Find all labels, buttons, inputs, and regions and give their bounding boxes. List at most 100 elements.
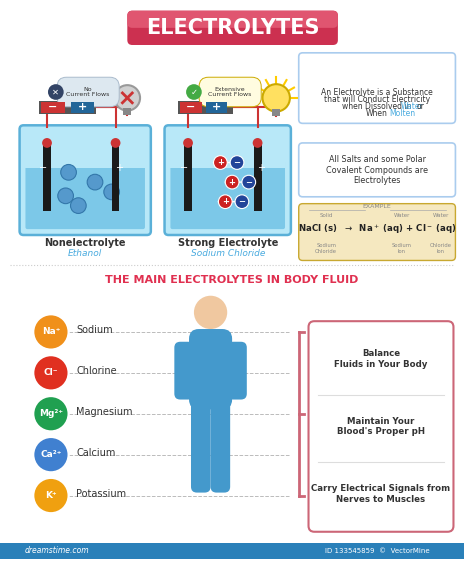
Text: Carry Electrical Signals from
Nerves to Muscles: Carry Electrical Signals from Nerves to … bbox=[311, 484, 451, 503]
Bar bbox=[180, 102, 202, 112]
FancyBboxPatch shape bbox=[171, 160, 285, 229]
FancyBboxPatch shape bbox=[19, 125, 151, 235]
Circle shape bbox=[186, 84, 202, 100]
Text: All Salts and some Polar
Covalent Compounds are
Electrolytes: All Salts and some Polar Covalent Compou… bbox=[326, 155, 428, 185]
Bar bbox=[178, 101, 233, 114]
Bar bbox=[272, 108, 280, 115]
Circle shape bbox=[87, 174, 103, 190]
Text: +: + bbox=[212, 102, 221, 112]
Circle shape bbox=[33, 437, 69, 472]
Text: No
Current Flows: No Current Flows bbox=[66, 86, 110, 97]
Bar bbox=[123, 108, 131, 115]
Circle shape bbox=[225, 175, 239, 189]
Text: Sodium: Sodium bbox=[76, 325, 113, 335]
Circle shape bbox=[104, 184, 119, 200]
Circle shape bbox=[71, 198, 86, 214]
Text: Solid: Solid bbox=[319, 213, 333, 218]
Text: +: + bbox=[217, 158, 224, 167]
Text: ELECTROLYTES: ELECTROLYTES bbox=[146, 18, 319, 38]
Text: +: + bbox=[116, 163, 124, 173]
Text: Maintain Your
Blood's Proper pH: Maintain Your Blood's Proper pH bbox=[337, 417, 425, 436]
Text: dreamstime.com: dreamstime.com bbox=[25, 546, 89, 555]
Text: −: − bbox=[245, 177, 252, 186]
Text: Calcium: Calcium bbox=[76, 447, 116, 458]
Text: THE MAIN ELECTROLYTES IN BODY FLUID: THE MAIN ELECTROLYTES IN BODY FLUID bbox=[105, 275, 359, 285]
Text: Extensive
Current Flows: Extensive Current Flows bbox=[209, 86, 252, 97]
Bar bbox=[39, 101, 96, 114]
Text: Nonelectrolyte: Nonelectrolyte bbox=[45, 238, 126, 248]
Text: Ca²⁺: Ca²⁺ bbox=[40, 450, 62, 459]
Text: ✕: ✕ bbox=[52, 88, 59, 97]
FancyBboxPatch shape bbox=[299, 53, 456, 123]
FancyBboxPatch shape bbox=[227, 342, 247, 399]
Bar bbox=[26, 158, 145, 168]
Text: K⁺: K⁺ bbox=[45, 491, 57, 500]
Text: −: − bbox=[186, 102, 196, 112]
Text: Chlorine: Chlorine bbox=[76, 366, 117, 376]
Circle shape bbox=[213, 156, 227, 170]
Circle shape bbox=[33, 314, 69, 350]
Circle shape bbox=[235, 195, 249, 208]
Text: Magnesium: Magnesium bbox=[76, 407, 133, 417]
Circle shape bbox=[33, 396, 69, 431]
Text: +: + bbox=[228, 177, 236, 186]
Circle shape bbox=[253, 138, 263, 148]
Text: when Dissolved in: when Dissolved in bbox=[342, 102, 412, 111]
Text: +: + bbox=[222, 197, 229, 206]
FancyBboxPatch shape bbox=[191, 401, 210, 493]
FancyBboxPatch shape bbox=[309, 321, 454, 532]
Text: Chloride
Ion: Chloride Ion bbox=[430, 244, 452, 254]
Text: +: + bbox=[257, 163, 265, 173]
Text: Molten: Molten bbox=[389, 108, 415, 118]
Bar bbox=[184, 143, 192, 211]
Bar bbox=[206, 102, 227, 112]
FancyBboxPatch shape bbox=[299, 203, 456, 260]
Circle shape bbox=[33, 355, 69, 390]
Text: Water: Water bbox=[393, 213, 410, 218]
Bar bbox=[41, 102, 64, 112]
Circle shape bbox=[58, 188, 73, 203]
Circle shape bbox=[263, 84, 290, 112]
Circle shape bbox=[219, 195, 232, 208]
Text: Na⁺: Na⁺ bbox=[42, 328, 60, 336]
Text: that will Conduct Electricity: that will Conduct Electricity bbox=[324, 95, 430, 104]
Circle shape bbox=[33, 478, 69, 513]
Text: −: − bbox=[180, 163, 188, 173]
Text: When: When bbox=[366, 108, 388, 118]
FancyBboxPatch shape bbox=[189, 329, 232, 409]
Circle shape bbox=[115, 85, 140, 111]
Text: −: − bbox=[39, 163, 47, 173]
Text: Sodium
Ion: Sodium Ion bbox=[392, 244, 411, 254]
Text: Ethanol: Ethanol bbox=[68, 249, 102, 258]
Text: +: + bbox=[78, 102, 87, 112]
Text: Sodium
Chloride: Sodium Chloride bbox=[315, 244, 337, 254]
Circle shape bbox=[42, 138, 52, 148]
FancyBboxPatch shape bbox=[174, 342, 194, 399]
FancyBboxPatch shape bbox=[164, 125, 291, 235]
Text: −: − bbox=[238, 197, 246, 206]
Text: Sodium Chloride: Sodium Chloride bbox=[191, 249, 265, 258]
Text: Water: Water bbox=[433, 213, 449, 218]
FancyBboxPatch shape bbox=[128, 11, 338, 45]
Circle shape bbox=[110, 138, 120, 148]
Bar bbox=[71, 102, 94, 112]
Text: ✓: ✓ bbox=[191, 88, 198, 97]
FancyBboxPatch shape bbox=[26, 160, 145, 229]
Circle shape bbox=[183, 138, 193, 148]
Circle shape bbox=[61, 164, 76, 180]
Text: ID 133545859  ©  VectorMine: ID 133545859 © VectorMine bbox=[325, 548, 429, 554]
Text: −: − bbox=[234, 158, 240, 167]
Circle shape bbox=[230, 156, 244, 170]
Text: An Electrolyte is a Substance: An Electrolyte is a Substance bbox=[321, 88, 433, 97]
FancyBboxPatch shape bbox=[299, 143, 456, 197]
Bar bbox=[171, 158, 285, 168]
Text: Mg²⁺: Mg²⁺ bbox=[39, 409, 63, 418]
Text: Strong Electrolyte: Strong Electrolyte bbox=[178, 238, 278, 248]
Text: EXAMPLE: EXAMPLE bbox=[363, 204, 392, 209]
Circle shape bbox=[194, 295, 227, 329]
Text: −: − bbox=[48, 102, 57, 112]
Circle shape bbox=[242, 175, 255, 189]
Bar bbox=[254, 143, 262, 211]
Text: Potassium: Potassium bbox=[76, 489, 127, 498]
Text: Water: Water bbox=[401, 102, 423, 111]
